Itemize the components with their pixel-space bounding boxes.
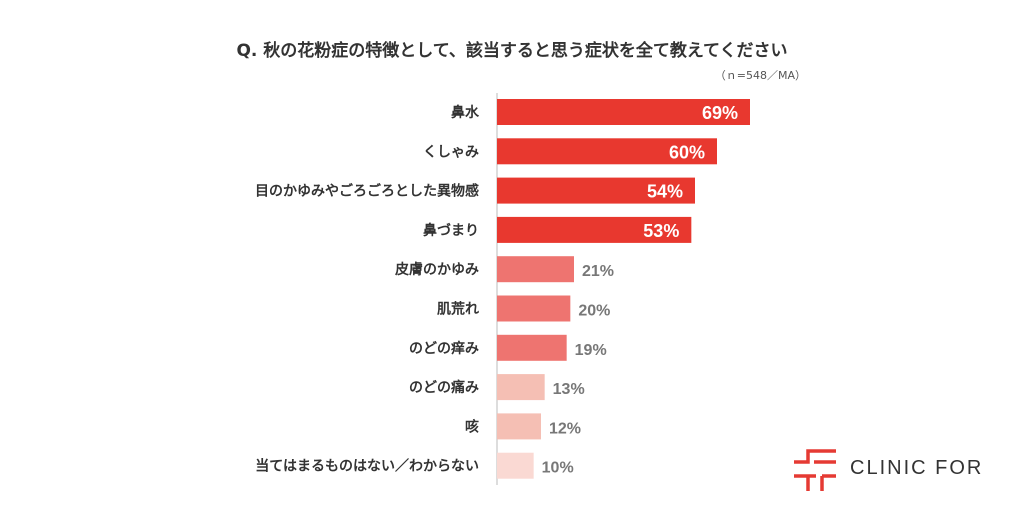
category-label: 鼻づまり — [423, 222, 479, 239]
value-label: 12% — [549, 420, 581, 437]
bar — [497, 99, 750, 125]
value-label: 54% — [647, 182, 683, 202]
value-label: 60% — [669, 142, 705, 162]
category-label: のどの痛み — [409, 379, 479, 396]
clinic-for-logo-icon — [794, 449, 836, 491]
category-label: のどの痒み — [409, 340, 479, 357]
category-label: 当てはまるものはない／わからない — [255, 458, 479, 475]
value-label: 19% — [575, 342, 607, 359]
category-label: 咳 — [465, 418, 479, 435]
value-label: 13% — [553, 381, 585, 398]
bar — [497, 177, 695, 204]
value-label: 69% — [702, 103, 738, 123]
category-label: 肌荒れ — [437, 301, 479, 318]
bar — [497, 334, 567, 361]
bar — [497, 256, 574, 283]
chart-title: Q. 秋の花粉症の特徴として、該当すると思う症状を全て教えてください — [236, 41, 788, 61]
bar — [497, 374, 545, 401]
sample-note: （ｎ=548／MA） — [714, 69, 806, 82]
value-label: 53% — [643, 221, 679, 241]
value-label: 21% — [582, 263, 614, 280]
category-label: 目のかゆみやごろごろとした異物感 — [255, 183, 479, 200]
category-label: 鼻水 — [451, 104, 480, 121]
bar — [497, 295, 571, 322]
bar — [497, 138, 717, 165]
value-label: 10% — [542, 460, 574, 477]
value-label: 20% — [578, 303, 610, 320]
category-label: 皮膚のかゆみ — [394, 261, 479, 278]
category-label: くしゃみ — [423, 144, 479, 160]
bar — [497, 216, 692, 243]
bar — [497, 413, 541, 440]
bar — [497, 452, 534, 479]
logo-text: CLINIC FOR — [850, 457, 984, 479]
